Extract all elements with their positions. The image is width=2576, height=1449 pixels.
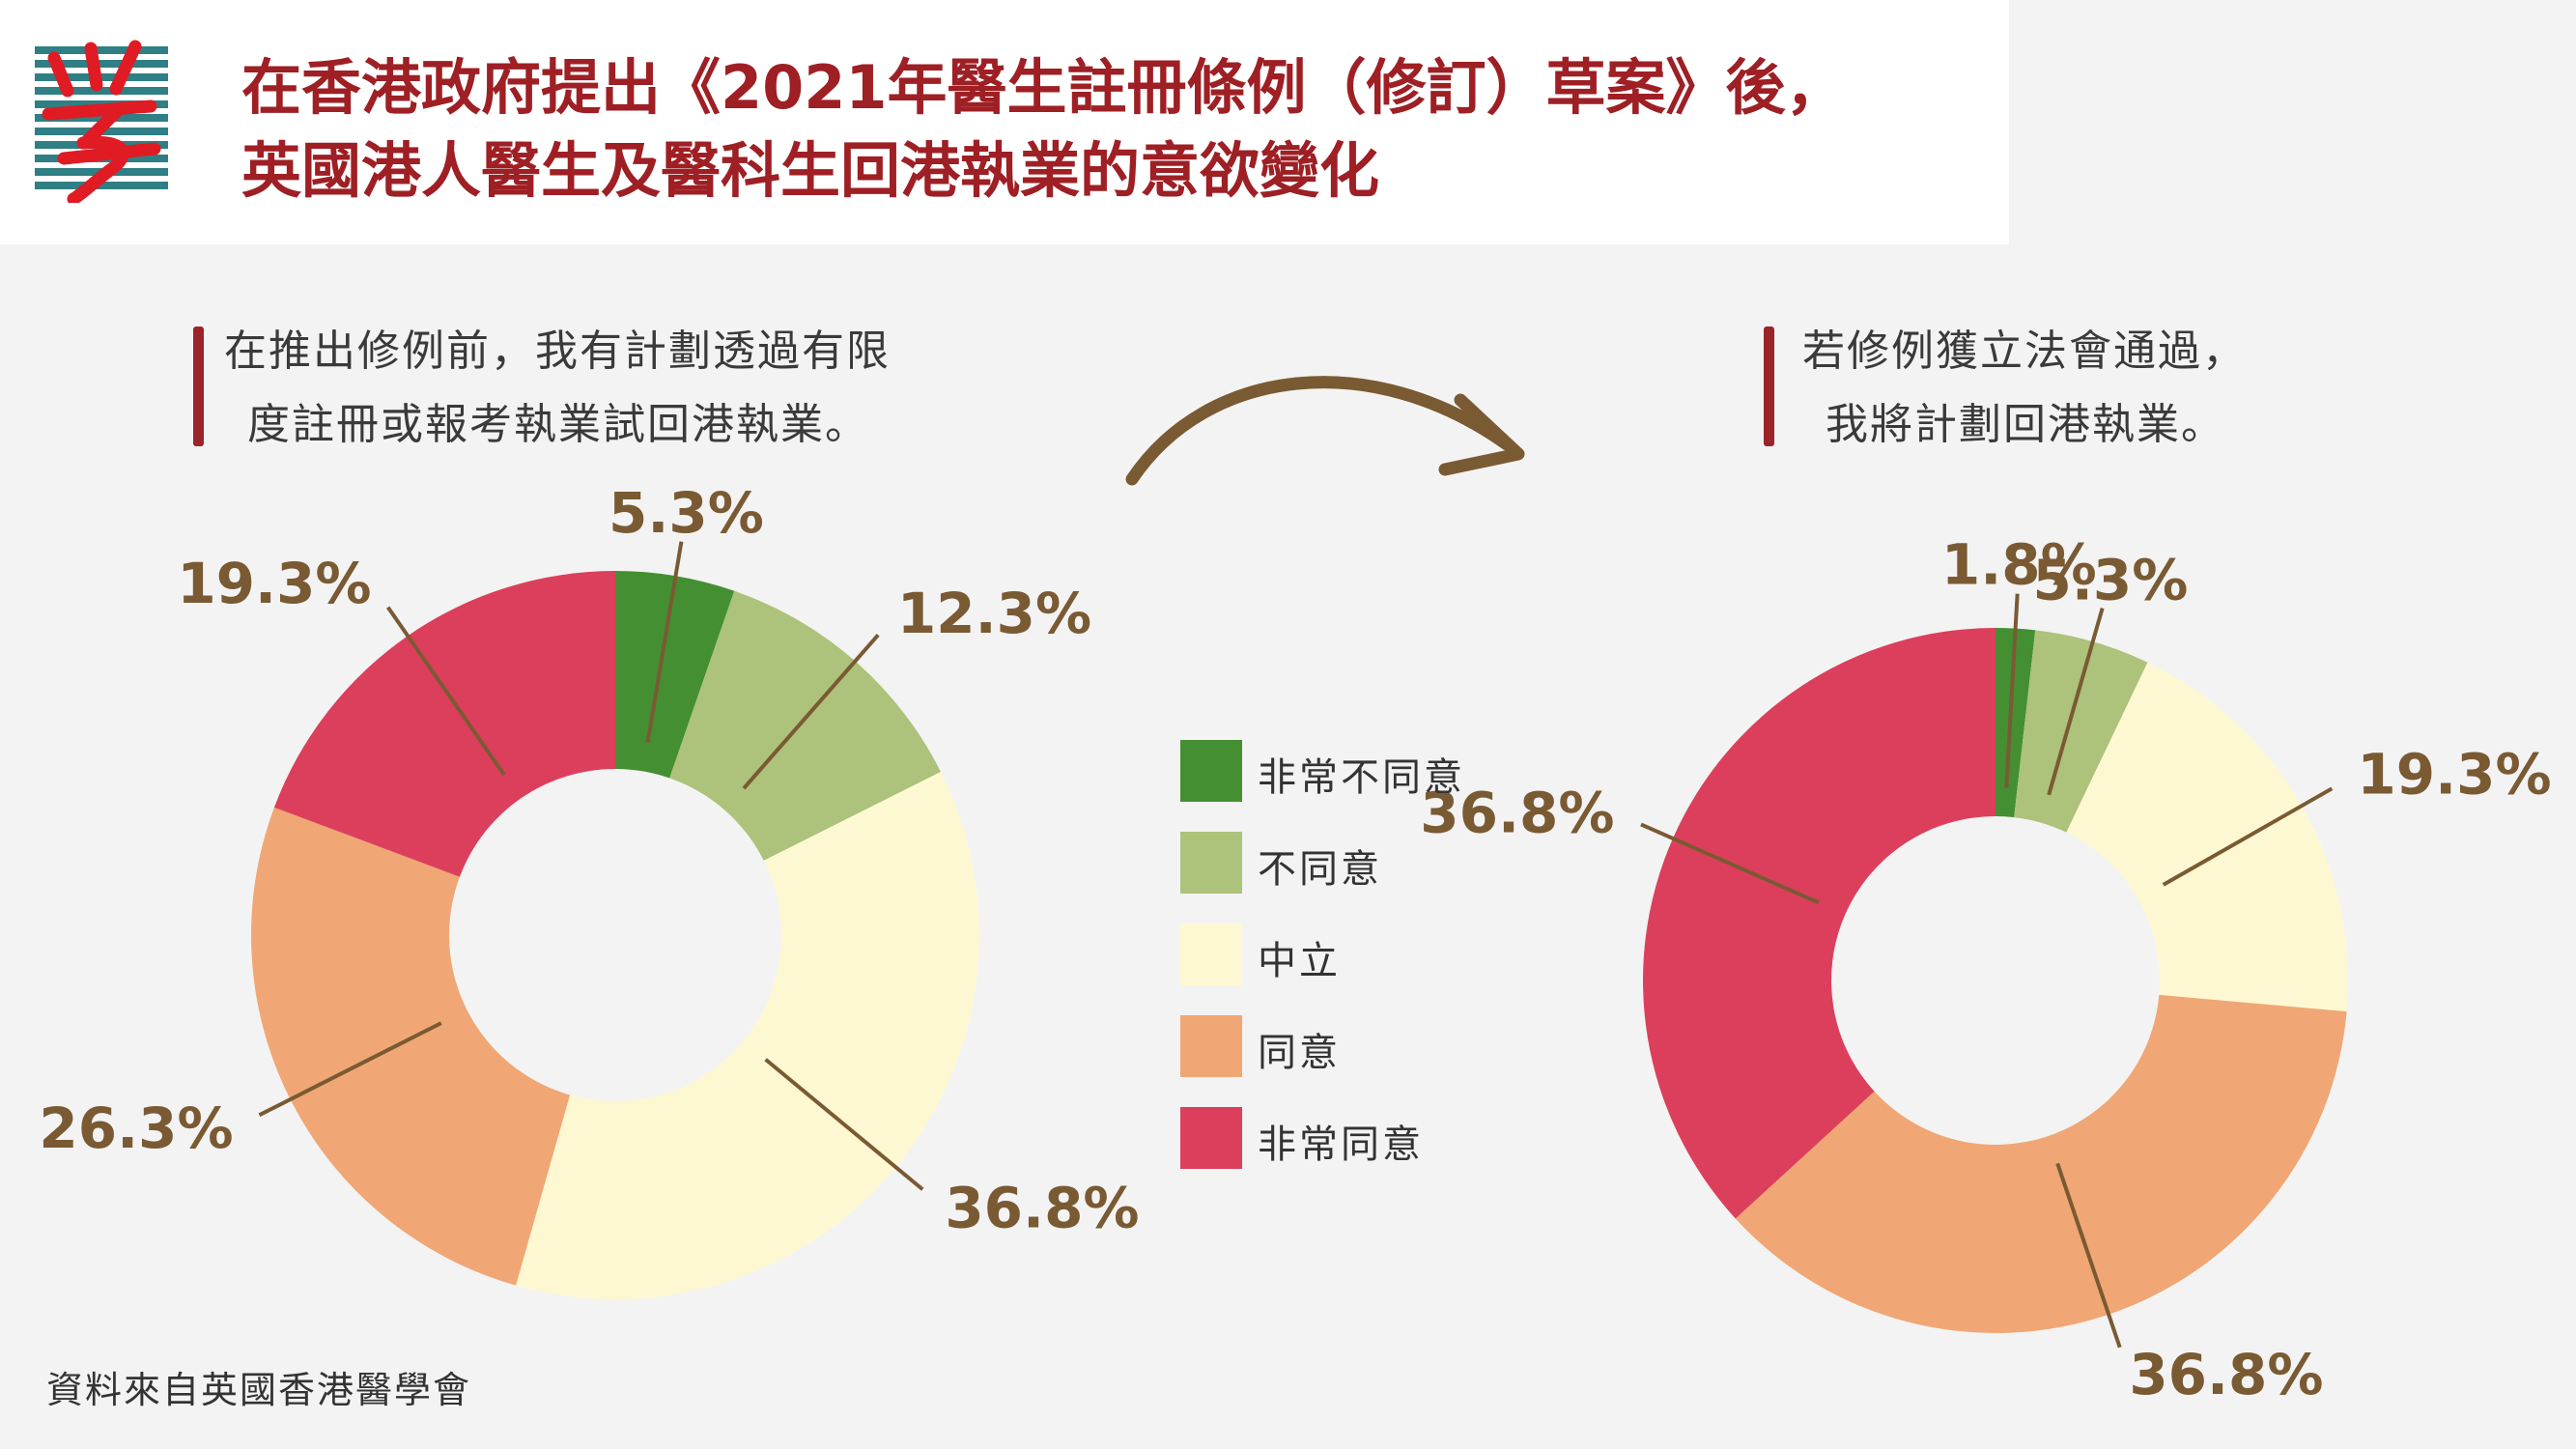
leader-line-3 — [2162, 786, 2334, 887]
donut-slice-2 — [669, 590, 941, 861]
slice-label-3: 36.8% — [945, 1175, 1139, 1240]
source-note: 資料來自英國香港醫學會 — [46, 1369, 472, 1411]
slice-label-2: 12.3% — [897, 581, 1091, 646]
legend-label: 同意 — [1258, 1031, 1341, 1075]
donut-slice-5 — [273, 571, 615, 877]
caption-left-line-1: 在推出修例前，我有計劃透過有限 — [224, 327, 891, 376]
donut-slice-1 — [1996, 628, 2036, 818]
slice-label-5: 19.3% — [177, 551, 371, 616]
slice-label-2: 5.3% — [2033, 548, 2189, 613]
leader-line-5 — [1640, 822, 1820, 905]
donut-slice-4 — [251, 807, 571, 1286]
caption-bar-right — [1764, 327, 1774, 446]
leader-line-5 — [386, 606, 506, 777]
caption-bar-left — [193, 327, 204, 446]
donut-slice-5 — [1642, 628, 1996, 1219]
slice-label-1: 1.8% — [1941, 532, 2097, 598]
leader-line-2 — [2047, 608, 2105, 796]
leader-line-2 — [742, 634, 880, 790]
slice-label-1: 5.3% — [609, 480, 764, 546]
chart-caption-right: 若修例獲立法會通過， 我將計劃回港執業。 — [1802, 315, 2247, 462]
legend-swatch — [1180, 1107, 1242, 1169]
header: 在香港政府提出《2021年醫生註冊條例（修訂）草案》後， 英國港人醫生及醫科生回… — [0, 0, 2009, 244]
donut-chart-after: 1.8%5.3% 19.3% 36.8% 36.8% — [1420, 532, 2551, 1408]
caption-right-line-2: 我將計劃回港執業。 — [1826, 400, 2225, 449]
leader-line-1 — [2004, 593, 2020, 788]
leader-line-3 — [764, 1058, 924, 1191]
title-line-2: 英國港人醫生及醫科生回港執業的意欲變化 — [241, 135, 1380, 206]
legend-label: 中立 — [1258, 939, 1341, 983]
title-line-1: 在香港政府提出《2021年醫生註冊條例（修訂）草案》後， — [241, 52, 1846, 123]
caption-left-line-2: 度註冊或報考執業試回港執業。 — [247, 400, 869, 449]
donut-chart-before: 5.3% 12.3% 36.8% 26.3% 19.3% — [39, 480, 1140, 1299]
chart-caption-left: 在推出修例前，我有計劃透過有限 度註冊或報考執業試回港執業。 — [224, 315, 891, 462]
slice-label-3: 19.3% — [2357, 741, 2551, 807]
leader-line-4 — [2055, 1162, 2122, 1349]
legend-swatch — [1180, 740, 1242, 802]
slice-label-5: 36.8% — [1420, 780, 1614, 845]
donut-slice-3 — [516, 771, 979, 1299]
caption-right-line-1: 若修例獲立法會通過， — [1802, 327, 2247, 376]
legend-label: 非常同意 — [1258, 1122, 1424, 1167]
slice-label-4: 26.3% — [39, 1095, 233, 1161]
legend-swatch — [1180, 832, 1242, 894]
donut-slice-1 — [615, 571, 735, 779]
slice-label-4: 36.8% — [2129, 1342, 2323, 1407]
legend-swatch — [1180, 1015, 1242, 1077]
leader-line-1 — [645, 541, 684, 744]
logo-icon — [35, 40, 168, 203]
leader-line-4 — [258, 1021, 442, 1118]
legend-swatch — [1180, 923, 1242, 985]
legend-label: 不同意 — [1258, 847, 1382, 892]
page-title: 在香港政府提出《2021年醫生註冊條例（修訂）草案》後， 英國港人醫生及醫科生回… — [241, 46, 1980, 213]
transition-arrow-icon — [1125, 376, 1525, 486]
legend-label: 非常不同意 — [1258, 755, 1465, 800]
donut-slice-2 — [2014, 630, 2148, 833]
donut-slice-4 — [1735, 994, 2347, 1334]
donut-slice-3 — [2066, 662, 2348, 1012]
